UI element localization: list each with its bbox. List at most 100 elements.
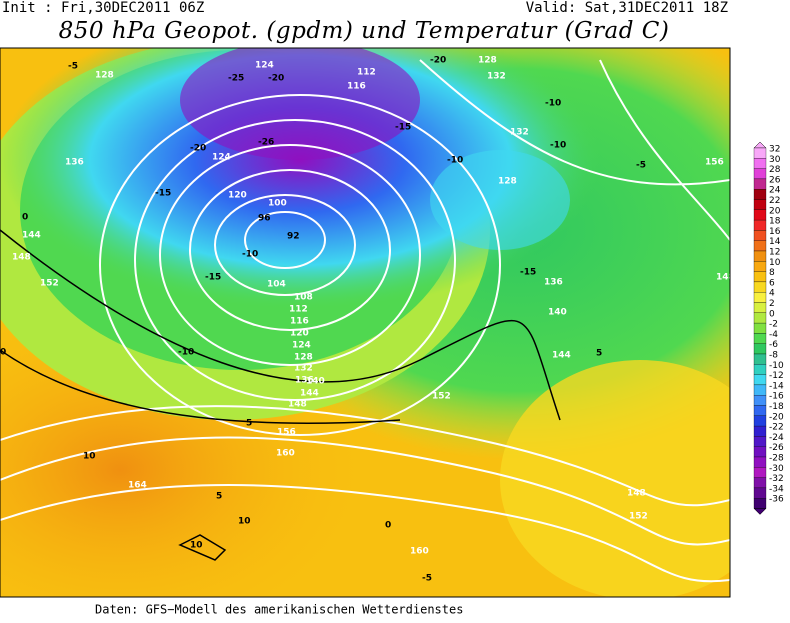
legend-swatch bbox=[753, 312, 767, 324]
contour-label: -10 bbox=[545, 99, 561, 109]
contour-label: 132 bbox=[487, 72, 506, 82]
contour-label: 0 bbox=[22, 213, 28, 223]
contour-label: 128 bbox=[294, 353, 313, 363]
contour-label: -26 bbox=[258, 138, 274, 148]
map-title: 850 hPa Geopot. (gpdm) und Temperatur (G… bbox=[59, 18, 670, 44]
legend-label: 8 bbox=[769, 268, 775, 278]
contour-label: -15 bbox=[155, 189, 171, 199]
legend-label: -14 bbox=[769, 381, 784, 391]
legend-label: 28 bbox=[769, 165, 781, 175]
contour-label: 140 bbox=[548, 308, 567, 318]
contour-label: 120 bbox=[290, 329, 309, 339]
legend-swatch bbox=[753, 436, 767, 447]
legend-swatch bbox=[753, 498, 767, 509]
legend-label: -20 bbox=[769, 412, 784, 422]
init-time: Init : Fri,30DEC2011 06Z bbox=[2, 0, 204, 16]
legend-swatch bbox=[753, 374, 767, 386]
contour-label: 5 bbox=[246, 419, 252, 429]
legend-label: -36 bbox=[769, 495, 784, 505]
legend-swatch bbox=[753, 322, 767, 334]
legend-label: 4 bbox=[769, 289, 775, 299]
legend-label: 30 bbox=[769, 155, 781, 165]
contour-label: 148 bbox=[288, 400, 307, 410]
legend-label: 16 bbox=[769, 227, 781, 237]
legend-label: -16 bbox=[769, 392, 784, 402]
footer: Daten: GFS−Modell des amerikanischen Wet… bbox=[95, 603, 463, 617]
legend-label: -4 bbox=[769, 330, 778, 340]
legend-swatch bbox=[753, 333, 767, 344]
contour-label: 112 bbox=[357, 68, 376, 78]
contour-label: 5 bbox=[596, 349, 602, 359]
legend-swatch bbox=[753, 261, 767, 272]
contour-label: 128 bbox=[478, 56, 497, 66]
contour-label: 104 bbox=[267, 280, 286, 290]
legend-swatch bbox=[753, 219, 767, 231]
contour-label: 120 bbox=[228, 191, 247, 201]
contour-label: 112 bbox=[289, 305, 308, 315]
legend-swatch bbox=[753, 168, 767, 180]
legend-swatch bbox=[753, 230, 767, 241]
contour-label: -5 bbox=[422, 574, 432, 584]
legend-swatch bbox=[753, 446, 767, 458]
contour-label: -10 bbox=[550, 141, 566, 151]
legend-swatch bbox=[753, 240, 767, 252]
legend-label: 6 bbox=[769, 278, 775, 288]
isotherms bbox=[0, 229, 561, 561]
legend-swatch bbox=[753, 199, 767, 210]
contour-label: 116 bbox=[347, 82, 366, 92]
contour-label: 124 bbox=[212, 153, 231, 163]
valid-time: Valid: Sat,31DEC2011 18Z bbox=[526, 0, 728, 16]
contour-label: -25 bbox=[228, 74, 244, 84]
contour-label: 144 bbox=[22, 231, 41, 241]
legend-swatch bbox=[753, 415, 767, 427]
legend-label: 2 bbox=[769, 299, 775, 309]
legend-label: -30 bbox=[769, 464, 784, 474]
legend-swatch bbox=[753, 209, 767, 221]
contour-label: 160 bbox=[410, 547, 429, 557]
contour-label: 164 bbox=[128, 481, 147, 491]
contour-label: 136 bbox=[544, 278, 563, 288]
legend-label: 0 bbox=[769, 309, 775, 319]
legend-swatch bbox=[753, 302, 767, 313]
contour-label: -15 bbox=[395, 123, 411, 133]
contour-label: 116 bbox=[290, 317, 309, 327]
contour-label: -10 bbox=[447, 156, 463, 166]
contour-label: 132 bbox=[510, 128, 529, 138]
contour-label: 132 bbox=[294, 364, 313, 374]
contour-label: 152 bbox=[629, 512, 648, 522]
contour-label: 148 bbox=[716, 273, 735, 283]
contour-label: 136 bbox=[295, 376, 314, 386]
legend-label: -10 bbox=[769, 361, 784, 371]
contour-label: 144 bbox=[300, 389, 319, 399]
legend-swatch bbox=[753, 281, 767, 293]
contour-label: 0 bbox=[385, 521, 391, 531]
contour-label: 124 bbox=[255, 61, 274, 71]
isohypses bbox=[0, 59, 730, 583]
contour-label: 0 bbox=[0, 348, 6, 358]
contour-label: 148 bbox=[12, 253, 31, 263]
legend-label: 20 bbox=[769, 206, 781, 216]
legend-label: 12 bbox=[769, 248, 780, 258]
legend-swatch bbox=[753, 271, 767, 283]
legend-label: 24 bbox=[769, 186, 781, 196]
color-legend: 32302826242220181614121086420-2-4-6-8-10… bbox=[753, 141, 784, 515]
map-frame bbox=[0, 47, 731, 598]
legend-label: -34 bbox=[769, 484, 784, 494]
contour-label: 128 bbox=[95, 71, 114, 81]
legend-swatch bbox=[753, 353, 767, 365]
legend-arrow-bottom bbox=[753, 508, 767, 515]
contour-label: -10 bbox=[242, 250, 258, 260]
contour-label: -20 bbox=[268, 74, 284, 84]
legend-swatch bbox=[753, 292, 767, 303]
legend-label: -32 bbox=[769, 474, 784, 484]
legend-swatch bbox=[753, 395, 767, 406]
contour-label: 144 bbox=[552, 351, 571, 361]
contour-label: 96 bbox=[258, 214, 271, 224]
contour-label: 140 bbox=[306, 377, 325, 387]
contour-label: -5 bbox=[636, 161, 646, 171]
legend-label: 22 bbox=[769, 196, 780, 206]
legend-swatch bbox=[753, 405, 767, 416]
contour-label: -15 bbox=[520, 268, 536, 278]
legend-label: 14 bbox=[769, 237, 781, 247]
